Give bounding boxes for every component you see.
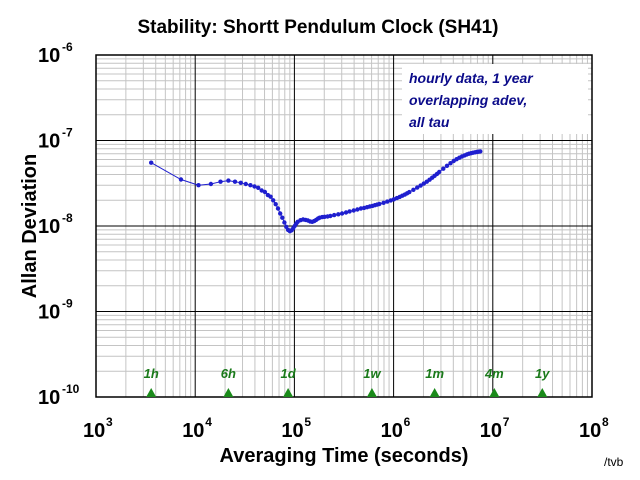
y-tick-exponent: -7 bbox=[62, 126, 73, 140]
data-point bbox=[444, 163, 450, 168]
x-tick-label: 10 bbox=[182, 420, 204, 442]
time-marker-triangle bbox=[429, 388, 440, 397]
data-point bbox=[343, 210, 349, 215]
data-point bbox=[226, 178, 231, 183]
data-point bbox=[238, 180, 243, 185]
y-axis-label: Allan Deviation bbox=[19, 154, 41, 298]
x-tick-exponent: 7 bbox=[503, 415, 510, 429]
y-tick-exponent: -8 bbox=[62, 211, 73, 225]
y-tick-exponent: -9 bbox=[62, 297, 73, 311]
data-point bbox=[347, 209, 352, 214]
annotation-line-1: hourly data, 1 year bbox=[409, 70, 534, 86]
time-marker-label: 1h bbox=[144, 366, 159, 381]
time-marker-label: 1y bbox=[535, 366, 550, 381]
y-tick-label: 10 bbox=[38, 45, 60, 67]
data-point bbox=[273, 202, 278, 207]
data-point bbox=[339, 211, 345, 216]
data-point bbox=[232, 179, 238, 184]
data-point bbox=[243, 181, 248, 187]
data-point bbox=[282, 220, 287, 225]
data-point bbox=[248, 183, 253, 188]
data-point bbox=[218, 179, 223, 184]
data-point bbox=[448, 161, 453, 166]
data-point bbox=[377, 201, 382, 207]
time-marker-label: 1m bbox=[425, 366, 444, 381]
data-point bbox=[252, 184, 257, 189]
time-marker-label: 4m bbox=[484, 366, 504, 381]
data-point bbox=[332, 212, 337, 218]
data-point bbox=[351, 208, 356, 213]
data-point bbox=[407, 189, 412, 195]
time-marker-triangle bbox=[489, 388, 500, 397]
data-point bbox=[441, 166, 446, 171]
plot-frame bbox=[95, 54, 593, 398]
data-point bbox=[415, 185, 420, 190]
x-tick-label: 10 bbox=[83, 420, 105, 442]
y-tick-label: 10 bbox=[38, 387, 60, 409]
x-tick-exponent: 5 bbox=[304, 415, 311, 429]
x-tick-labels: 10 3 10 4 10 5 10 6 10 7 10 8 bbox=[83, 415, 609, 442]
y-tick-label: 10 bbox=[38, 216, 60, 238]
x-tick-exponent: 3 bbox=[106, 415, 113, 429]
data-point bbox=[478, 149, 483, 154]
data-point bbox=[280, 215, 285, 220]
data-point bbox=[437, 169, 442, 175]
annotation-line-3: all tau bbox=[409, 114, 450, 130]
data-point bbox=[271, 198, 276, 203]
data-point bbox=[268, 194, 273, 199]
data-point bbox=[385, 199, 390, 204]
time-marker-triangle bbox=[223, 388, 234, 397]
y-tick-exponent: -10 bbox=[62, 382, 80, 396]
time-marker-triangle bbox=[537, 388, 548, 397]
data-point bbox=[278, 211, 283, 216]
time-marker-triangle bbox=[366, 388, 377, 397]
time-marker-label: 1w bbox=[363, 366, 381, 381]
chart-title: Stability: Shortt Pendulum Clock (SH41) bbox=[137, 17, 498, 38]
time-marker-label: 1d bbox=[281, 366, 297, 381]
x-tick-label: 10 bbox=[579, 420, 601, 442]
y-tick-label: 10 bbox=[38, 302, 60, 324]
data-point bbox=[381, 200, 386, 205]
data-point bbox=[336, 212, 341, 217]
x-axis-label: Averaging Time (seconds) bbox=[220, 445, 469, 467]
x-tick-label: 10 bbox=[480, 420, 502, 442]
data-point bbox=[275, 206, 281, 211]
y-tick-exponent: -6 bbox=[62, 40, 73, 54]
annotation-box bbox=[402, 64, 588, 134]
author-credit: /tvb bbox=[604, 455, 624, 469]
x-tick-label: 10 bbox=[281, 420, 303, 442]
x-tick-exponent: 6 bbox=[404, 415, 411, 429]
time-marker-triangle bbox=[283, 388, 294, 397]
marker-layer: 1h 6h 1d 1w 1m 4m 1y bbox=[144, 366, 550, 397]
series-layer bbox=[149, 149, 483, 234]
data-point bbox=[196, 183, 201, 188]
data-point bbox=[256, 185, 261, 190]
x-tick-exponent: 8 bbox=[602, 415, 609, 429]
data-point bbox=[418, 183, 423, 188]
annotation-line-2: overlapping adev, bbox=[409, 92, 527, 108]
data-point bbox=[328, 213, 333, 219]
data-point bbox=[411, 187, 416, 192]
data-point bbox=[178, 177, 184, 182]
x-tick-exponent: 4 bbox=[205, 415, 212, 429]
data-point bbox=[149, 160, 154, 165]
data-point bbox=[262, 189, 268, 195]
time-marker-triangle bbox=[146, 388, 157, 397]
x-tick-label: 10 bbox=[381, 420, 403, 442]
data-point bbox=[355, 207, 360, 212]
time-marker-label: 6h bbox=[221, 366, 236, 381]
data-point bbox=[208, 181, 214, 187]
y-tick-label: 10 bbox=[38, 131, 60, 153]
